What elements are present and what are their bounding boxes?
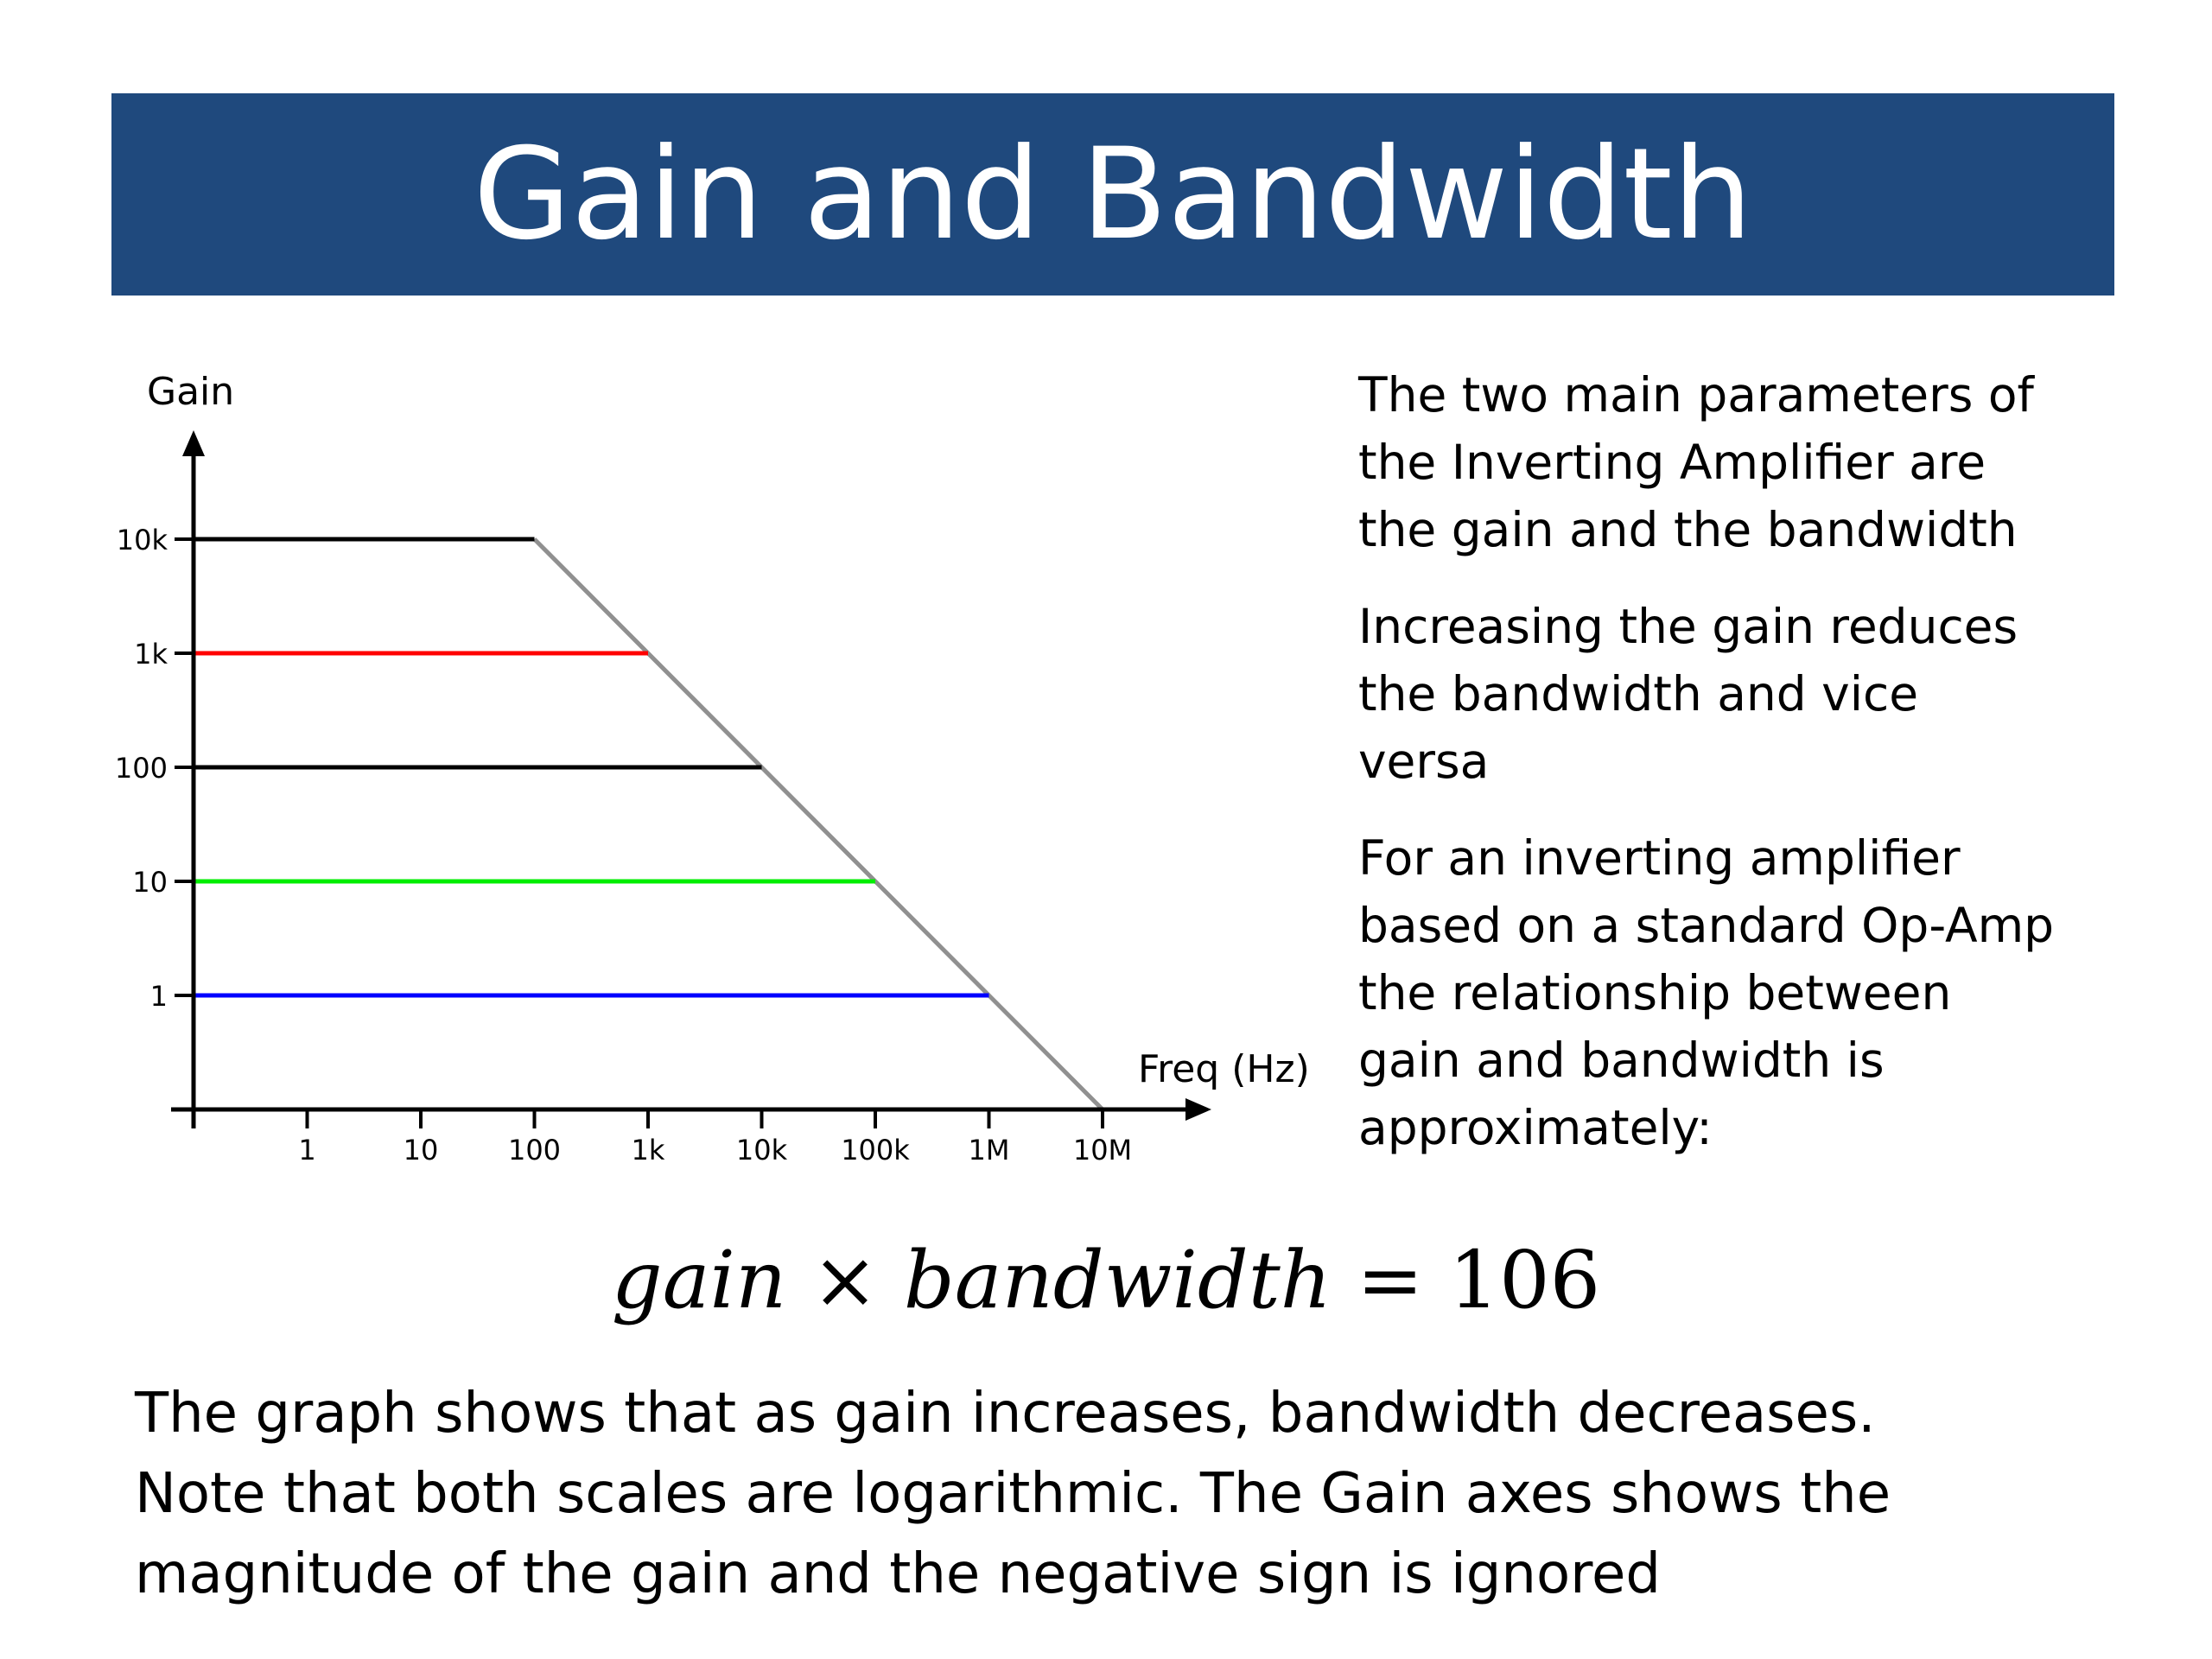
paragraph-3-line-3: the relationship between (1358, 965, 1952, 1020)
x-tick-label-7: 10M (1073, 1134, 1132, 1166)
formula-value: 106 (1448, 1234, 1601, 1326)
bottom-line-2: Note that both scales are logarithmic. T… (135, 1462, 1891, 1526)
formula-equals-sign: = (1357, 1234, 1424, 1326)
paragraph-3-line-5: approximately: (1358, 1100, 1713, 1155)
x-tick-label-6: 1M (969, 1134, 1010, 1166)
gain-bandwidth-chart: 1 10 100 1k 10k 1 10 100 1k 10k 100k 1M 10M Gain Freq … (115, 370, 1310, 1166)
y-tick-label-3: 1k (134, 638, 168, 671)
paragraph-2: Increasing the gain reduces the bandwidt… (1358, 593, 2188, 795)
x-tick-label-0: 1 (298, 1134, 315, 1166)
formula-gain: gain (611, 1234, 787, 1326)
formula-bandwidth: bandwidth (903, 1234, 1332, 1326)
paragraph-1-line-1: The two main parameters of (1358, 367, 2034, 423)
y-tick-label-2: 100 (115, 752, 168, 785)
paragraph-3: For an inverting amplifier based on a st… (1358, 824, 2188, 1161)
x-tick-label-3: 1k (632, 1134, 665, 1166)
bottom-line-3: magnitude of the gain and the negative s… (135, 1542, 1661, 1606)
x-tick-label-5: 100k (841, 1134, 910, 1166)
slide-title: Gain and Bandwidth (473, 121, 1753, 268)
bottom-text-block: The graph shows that as gain increases, … (135, 1374, 2191, 1615)
paragraph-1-line-3: the gain and the bandwidth (1358, 502, 2018, 557)
x-tick-label-1: 10 (404, 1134, 439, 1166)
bottom-line-1: The graph shows that as gain increases, … (135, 1382, 1876, 1446)
right-text-block: The two main parameters of the Inverting… (1358, 361, 2188, 1191)
rolloff-line (532, 537, 1104, 1111)
title-banner: Gain and Bandwidth (111, 93, 2114, 296)
paragraph-2-line-2: the bandwidth and vice (1358, 666, 1919, 721)
paragraph-3-line-4: gain and bandwidth is (1358, 1033, 1885, 1088)
y-tick-label-1: 10 (132, 866, 168, 899)
paragraph-2-line-3: versa (1358, 734, 1490, 789)
x-tick-label-4: 10k (736, 1134, 788, 1166)
x-axis-arrowhead (1185, 1098, 1211, 1121)
paragraph-2-line-1: Increasing the gain reduces (1358, 599, 2018, 654)
y-tick-label-4: 10k (117, 524, 168, 556)
formula-times-sign: × (811, 1234, 879, 1326)
paragraph-1: The two main parameters of the Inverting… (1358, 361, 2188, 563)
y-tick-label-0: 1 (150, 980, 168, 1013)
gain-bandwidth-formula: gain × bandwidth = 106 (0, 1234, 2212, 1326)
paragraph-3-line-1: For an inverting amplifier (1358, 830, 1961, 886)
x-axis-label: Freq (Hz) (1138, 1047, 1310, 1091)
paragraph-1-line-2: the Inverting Amplifier are (1358, 435, 1986, 490)
paragraph-3-line-2: based on a standard Op-Amp (1358, 898, 2055, 953)
y-axis-arrowhead (182, 430, 205, 456)
y-axis-label: Gain (147, 370, 234, 414)
x-tick-label-2: 100 (508, 1134, 561, 1166)
